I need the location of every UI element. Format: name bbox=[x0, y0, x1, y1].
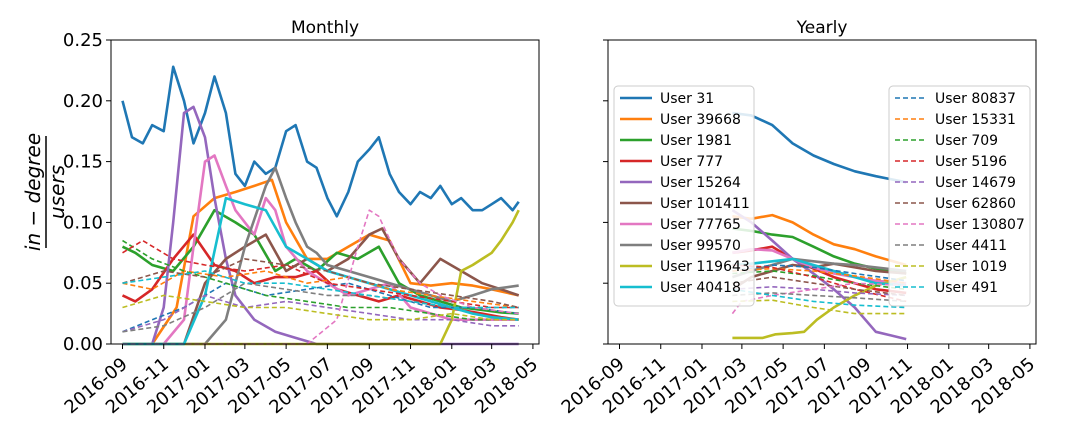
yearly-line-user-39668 bbox=[732, 213, 907, 267]
y-tick-label: 0.10 bbox=[63, 212, 103, 233]
monthly-line-user-80837-dashed bbox=[122, 282, 519, 333]
legend-entry: User 80837 bbox=[935, 91, 1016, 107]
y-axis-label: in − degree users bbox=[21, 133, 69, 251]
y-tick-label: 0.00 bbox=[63, 334, 103, 355]
legend-entry: User 491 bbox=[935, 280, 998, 296]
legend-entry: User 130807 bbox=[935, 217, 1025, 233]
yearly-series-layer bbox=[731, 111, 907, 341]
legend-entry: User 14679 bbox=[935, 175, 1016, 191]
legend-entry: User 40418 bbox=[660, 280, 741, 296]
yearly-line-user-31 bbox=[732, 111, 907, 184]
monthly-line-user-1019-dashed bbox=[122, 294, 519, 321]
legend-entry: User 15331 bbox=[935, 112, 1016, 128]
yearly-axes-frame bbox=[607, 39, 1037, 345]
legend-entry: User 31 bbox=[660, 91, 714, 107]
yearly-line-user-40418 bbox=[732, 257, 907, 287]
legend-entry: User 5196 bbox=[935, 154, 1007, 170]
y-tick-label: 0.25 bbox=[63, 30, 103, 51]
y-axis-label-numerator: in − degree bbox=[21, 133, 45, 251]
monthly-line-user-40418 bbox=[122, 196, 519, 346]
monthly-line-user-77765 bbox=[122, 154, 519, 346]
yearly-title: Yearly bbox=[796, 18, 848, 38]
legend-entry: User 1981 bbox=[660, 133, 732, 149]
legend-entry: User 1019 bbox=[935, 259, 1007, 275]
monthly-line-user-5196-dashed bbox=[122, 239, 519, 309]
monthly-line-user-709-dashed bbox=[122, 239, 519, 321]
monthly-line-user-14679-dashed bbox=[122, 294, 519, 333]
legend-entry: User 709 bbox=[935, 133, 998, 149]
monthly-series-layer bbox=[121, 65, 520, 346]
yearly-legend-solid: User 31 User 39668 User 1981 User 777 User 1… bbox=[613, 85, 755, 307]
yearly-line-user-491-dashed bbox=[732, 288, 907, 309]
yearly-line-user-62860-dashed bbox=[732, 276, 907, 297]
legend-box bbox=[888, 85, 1031, 307]
y-axis-label-denominator: users bbox=[45, 165, 69, 219]
monthly-line-user-130807-dashed bbox=[122, 209, 519, 345]
monthly-line-user-31 bbox=[121, 65, 520, 218]
monthly-line-user-15331-dashed bbox=[122, 270, 519, 309]
legend-entry: User 777 bbox=[660, 154, 723, 170]
monthly-title: Monthly bbox=[291, 18, 359, 38]
yearly-line-user-5196-dashed bbox=[732, 264, 907, 303]
legend-entry: User 15264 bbox=[660, 175, 741, 191]
y-tick-label: 0.15 bbox=[63, 152, 103, 173]
yearly-line-user-15331-dashed bbox=[732, 267, 907, 284]
legend-entry: User 101411 bbox=[660, 196, 750, 212]
legend-entry: User 39668 bbox=[660, 112, 741, 128]
legend-entry: User 99570 bbox=[660, 238, 741, 254]
monthly-line-user-491-dashed bbox=[122, 270, 519, 309]
y-tick-label: 0.20 bbox=[63, 91, 103, 112]
legend-entry: User 119643 bbox=[660, 259, 750, 275]
yearly-line-user-709-dashed bbox=[732, 270, 907, 291]
monthly-line-user-62860-dashed bbox=[122, 258, 519, 309]
monthly-axes-frame bbox=[110, 39, 540, 345]
y-tick-label: 0.05 bbox=[63, 273, 103, 294]
legend-entry: User 62860 bbox=[935, 196, 1016, 212]
legend-entry: User 4411 bbox=[935, 238, 1007, 254]
legend-entry: User 77765 bbox=[660, 217, 741, 233]
yearly-line-user-119643 bbox=[732, 275, 907, 340]
yearly-legend-dashed: User 80837 User 15331 User 709 User 5196 Use… bbox=[888, 85, 1031, 307]
yearly-line-user-1019-dashed bbox=[732, 299, 907, 315]
yearly-line-user-15264 bbox=[731, 209, 907, 341]
